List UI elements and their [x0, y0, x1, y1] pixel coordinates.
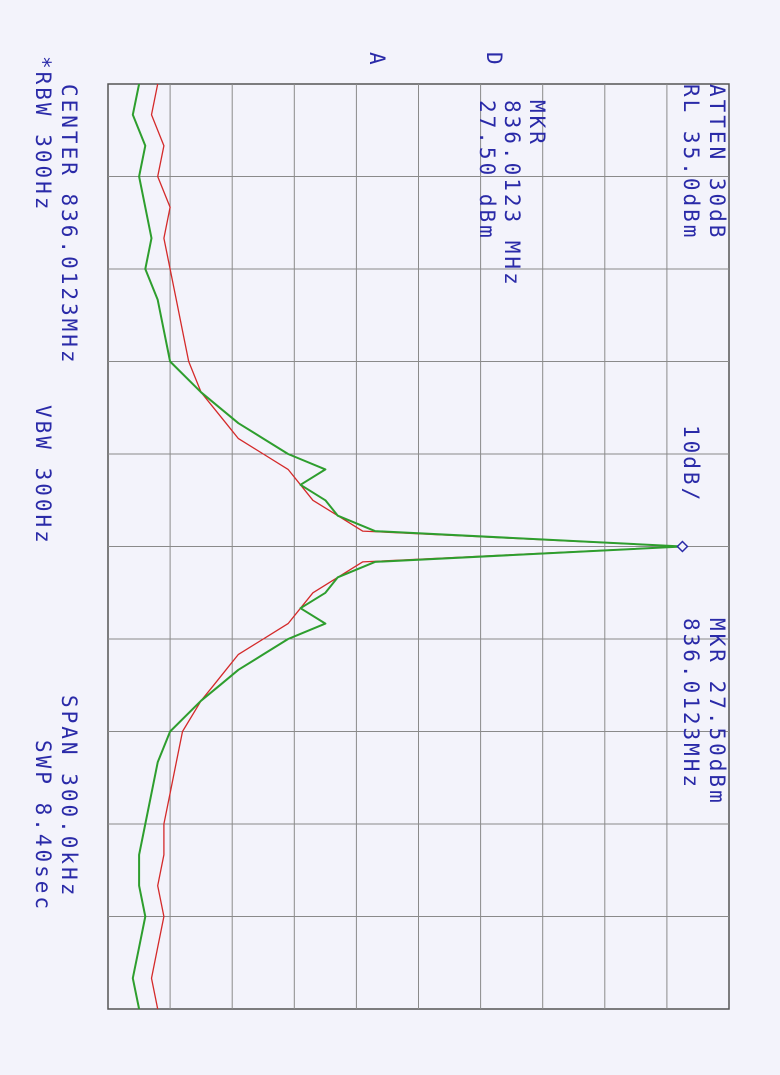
marker-top-freq: 836.0123MHz: [679, 618, 703, 790]
trace-label-a: A: [365, 52, 389, 68]
grid: [108, 84, 729, 1009]
marker-box-freq: 836.0123 MHz: [500, 100, 524, 288]
rbw-label: *RBW 300Hz: [31, 56, 55, 212]
trace-label-d: D: [482, 52, 506, 68]
marker-box-level: 27.50 dBm: [475, 100, 499, 241]
span-label: SPAN 300.0kHz: [57, 695, 81, 898]
atten-label: ATTEN 30dB: [705, 84, 729, 240]
ref-level-label: RL 35.0dBm: [679, 84, 703, 240]
scale-label: 10dB/: [679, 425, 703, 503]
vbw-label: VBW 300Hz: [31, 405, 55, 546]
peak-marker: [676, 540, 689, 553]
marker-layer: [676, 540, 689, 553]
center-label: CENTER 836.0123MHz: [57, 84, 81, 366]
sweep-label: SWP 8.40sec: [31, 740, 55, 912]
marker-box-label: MKR: [525, 100, 549, 147]
marker-top-label: MKR 27.50dBm: [705, 618, 729, 806]
